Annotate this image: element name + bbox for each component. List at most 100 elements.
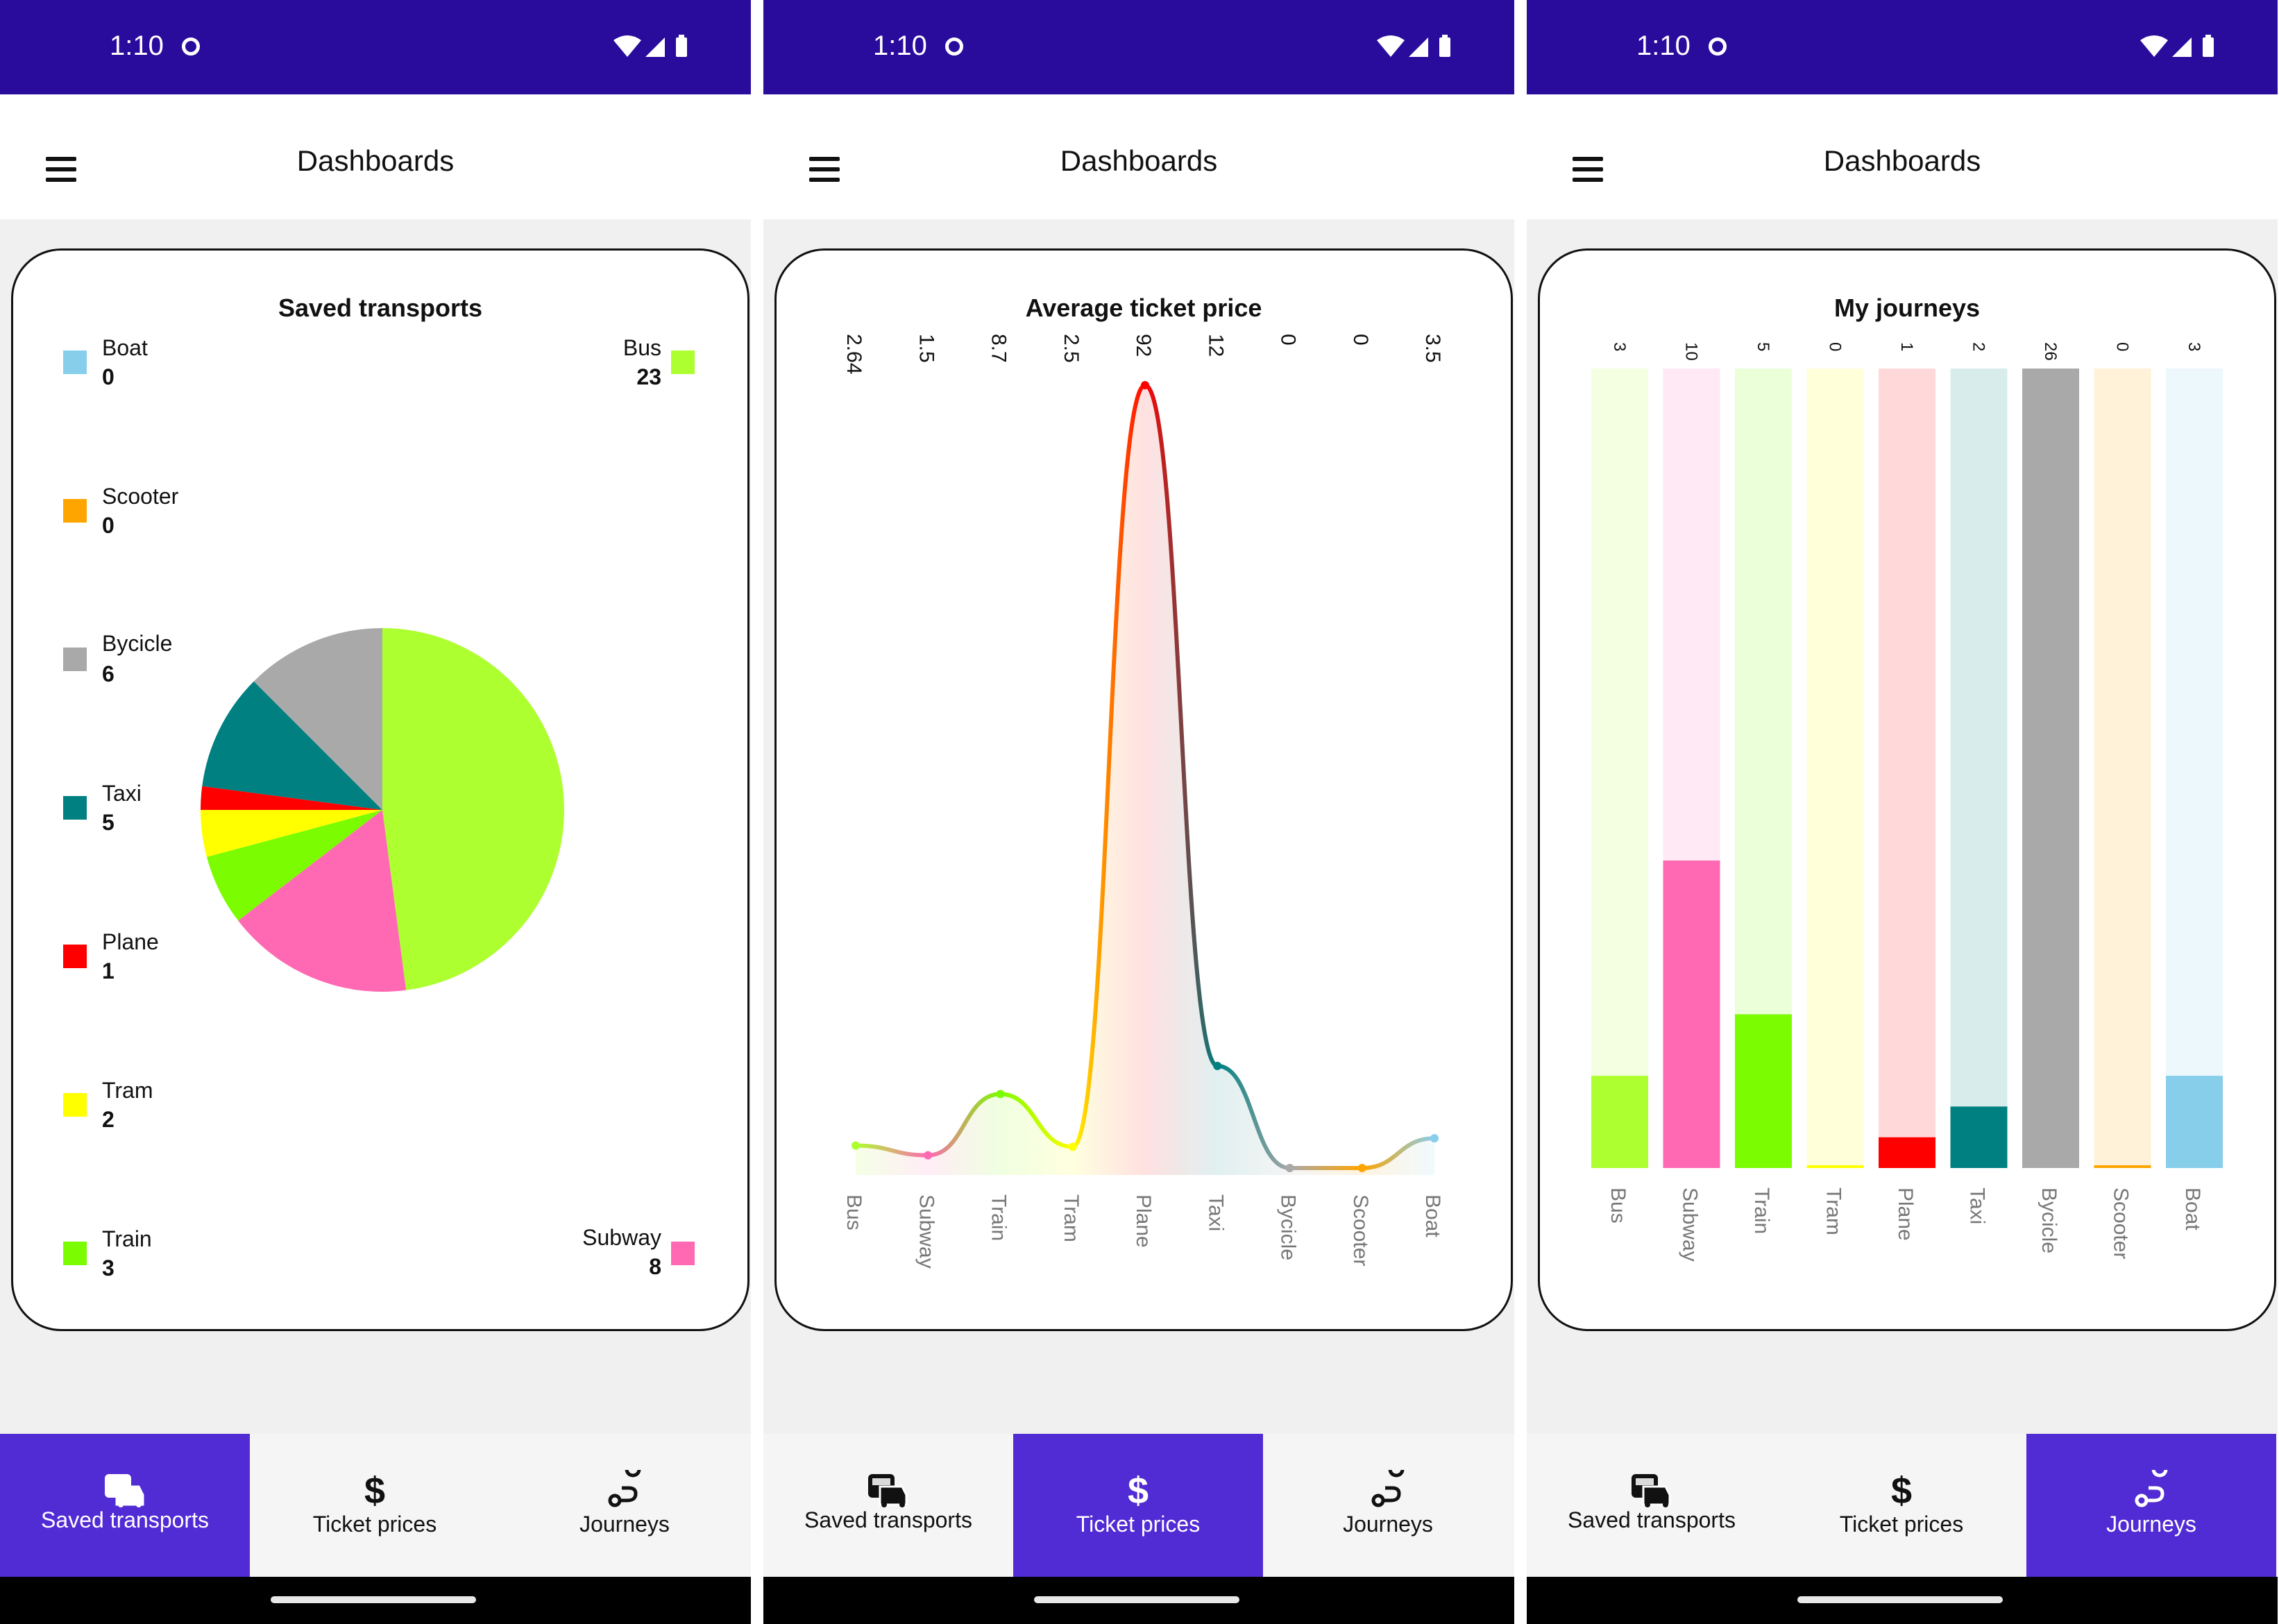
legend-label: Subway [582,1225,661,1250]
legend-label: Taxi [102,781,142,806]
category-label: Train [1750,1187,1773,1234]
menu-icon[interactable] [46,157,76,182]
nav-label: Saved transports [1568,1507,1736,1532]
status-time: 1:10 [110,31,164,61]
nav-ticket-prices[interactable]: $ Ticket prices [1013,1434,1263,1577]
bottom-nav: Saved transports $ Ticket prices Journey… [0,1434,751,1577]
nav-saved-transports[interactable]: Saved transports [0,1434,250,1577]
menu-icon[interactable] [809,157,840,182]
legend-label: Plane [102,929,159,954]
nav-journeys[interactable]: Journeys [500,1434,749,1577]
line-point [1357,1164,1366,1172]
legend-swatch [63,648,87,671]
dollar-icon: $ [1128,1470,1149,1509]
line-point [852,1141,860,1150]
legend-label: Scooter [102,484,179,509]
status-time: 1:10 [1636,31,1691,61]
legend-label: Bycicle [102,631,173,656]
svg-text:$: $ [1891,1470,1912,1509]
bar-track [2094,369,2151,1168]
legend-value: 8 [649,1254,661,1279]
legend-swatch [63,945,87,968]
legend-swatch [63,796,87,820]
line-point [1285,1164,1294,1172]
line-point [996,1090,1005,1099]
legend-value: 3 [102,1255,115,1280]
bar-train [1735,1014,1792,1168]
status-icons [1377,35,1450,57]
nav-journeys[interactable]: Journeys [2026,1434,2276,1577]
bus-car-icon [1632,1474,1671,1507]
wifi-icon [613,35,641,57]
nav-saved-transports[interactable]: Saved transports [1527,1434,1777,1577]
status-icons [2140,35,2214,57]
nav-label: Ticket prices [312,1512,437,1537]
line-point [924,1151,933,1160]
category-label: Boat [2181,1187,2204,1230]
category-label: Bus [1607,1187,1629,1224]
legend-label: Bus [622,335,661,360]
bus-car-icon [105,1474,144,1507]
nav-label: Journeys [579,1512,670,1537]
legend-value: 5 [102,810,115,835]
legend-swatch [63,1093,87,1117]
chart-card: My journeys 3 Bus 10 Subway 5 Train 0 Tram 1 Plan… [1538,248,2276,1331]
signal-icon [1409,37,1428,57]
app-bar: Dashboards [0,94,751,219]
value-label: 8.7 [988,334,1010,363]
notification-icon [182,37,200,56]
home-indicator[interactable] [1797,1596,2003,1603]
legend-swatch [63,350,87,374]
page-title: Dashboards [296,144,455,177]
category-label: Bycicle [1277,1194,1300,1260]
gesture-bar [1527,1577,2278,1624]
gesture-bar [0,1577,751,1624]
value-label: 2.5 [1060,334,1083,363]
nav-label: Journeys [2106,1512,2196,1537]
value-label: 2.64 [842,334,865,374]
screen-journeys: 1:10 Dashboards My journeys 3 Bus 10 Subway… [1527,0,2278,1624]
nav-ticket-prices[interactable]: $ Ticket prices [250,1434,500,1577]
nav-label: Ticket prices [1076,1512,1201,1537]
legend-swatch [63,1242,87,1265]
category-label: Scooter [1349,1194,1372,1266]
category-label: Train [988,1194,1010,1241]
status-bar: 1:10 [763,0,1514,94]
category-label: Boat [1421,1194,1444,1237]
bottom-nav: Saved transports $ Ticket prices Journey… [1527,1434,2278,1577]
category-label: Scooter [2110,1187,2133,1259]
value-label: 5 [1754,342,1772,351]
bar-chart: 3 Bus 10 Subway 5 Train 0 Tram 1 Plane 2 Taxi 26 Byci… [1591,342,2223,1262]
nav-saved-transports[interactable]: Saved transports [763,1434,1013,1577]
value-label: 2 [1969,342,1988,351]
category-label: Plane [1894,1187,1917,1241]
bar-track [1806,369,1864,1168]
signal-icon [2172,37,2192,57]
value-label: 0 [1277,334,1300,346]
bar-track [1879,369,1935,1168]
legend-value: 0 [102,513,115,538]
pie-slice-bycicle [253,628,382,810]
app-bar: Dashboards [763,94,1514,219]
category-label: Taxi [1966,1187,1989,1224]
home-indicator[interactable] [271,1596,476,1603]
battery-icon [1439,37,1450,57]
bar-subway [1663,860,1720,1168]
home-indicator[interactable] [1034,1596,1239,1603]
line-point [1141,381,1149,389]
signal-icon [645,37,665,57]
nav-ticket-prices[interactable]: $ Ticket prices [1777,1434,2026,1577]
status-bar: 1:10 [1527,0,2278,94]
bar-scooter [2094,1165,2151,1168]
menu-icon[interactable] [1573,157,1603,182]
route-icon [608,1470,641,1507]
value-label: 3.5 [1421,334,1444,363]
value-label: 26 [2041,342,2060,361]
page-title: Dashboards [1060,144,1218,177]
legend-swatch [671,350,695,374]
gesture-bar [763,1577,1514,1624]
legend-label: Boat [102,335,148,360]
bar-bycicle [2022,369,2079,1168]
nav-journeys[interactable]: Journeys [1263,1434,1513,1577]
value-label: 1 [1897,342,1916,351]
